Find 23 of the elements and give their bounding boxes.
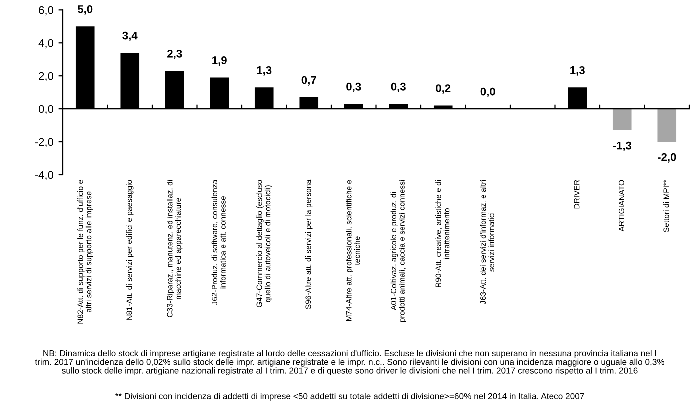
text: NB: Dinamica dello stock di imprese artigiane registrate al lordo delle cessazioni d'ufficio. Escluse le divisioni che non superano in nessuna provincia italiana nel I trim. 2017 un'incidenza dello 0,02% sullo stock delle impr. artigiane registrate e le impr. n.c.. Sono rilevanti le divisioni con una incidenza maggiore o uguale allo 0,3% sullo stock delle impr. artigiane nazionali registrate al I trim. 2017 e di queste sono driver le divisioni che nel I trim. 2017 crescono rispetto al I trim. 2016 bbox=[35, 350, 665, 376]
data-label: 0,3 bbox=[391, 82, 406, 92]
data-label: 0,2 bbox=[436, 84, 451, 94]
data-label: 0,0 bbox=[480, 88, 496, 98]
data-label: 1,9 bbox=[212, 56, 227, 66]
bar bbox=[658, 109, 677, 142]
y-tick-label: -4,0 bbox=[35, 171, 54, 180]
y-tick-label: 0,0 bbox=[38, 105, 54, 114]
data-label: 0,7 bbox=[302, 76, 316, 86]
y-tick-label: 2,0 bbox=[39, 72, 54, 82]
data-label: 0,3 bbox=[346, 82, 362, 92]
data-label: 3,4 bbox=[122, 32, 138, 42]
data-label: 1,3 bbox=[257, 66, 272, 76]
y-tick-label: 4,0 bbox=[38, 39, 54, 49]
data-label: -1,3 bbox=[613, 142, 632, 152]
data-label: 1,3 bbox=[570, 66, 585, 76]
data-label: 2,3 bbox=[168, 50, 182, 60]
y-tick-label: -2,0 bbox=[35, 138, 54, 148]
y-tick-label: 6,0 bbox=[39, 6, 54, 16]
bar bbox=[612, 109, 632, 130]
text: ** Divisioni con incidenza di addetti di imprese <50 addetti su totale addetti di divisione>=60% nel 2014 in Italia. Ateco 2007 bbox=[115, 393, 584, 402]
data-label: 5,0 bbox=[78, 5, 93, 15]
data-label: -2,0 bbox=[658, 153, 676, 163]
